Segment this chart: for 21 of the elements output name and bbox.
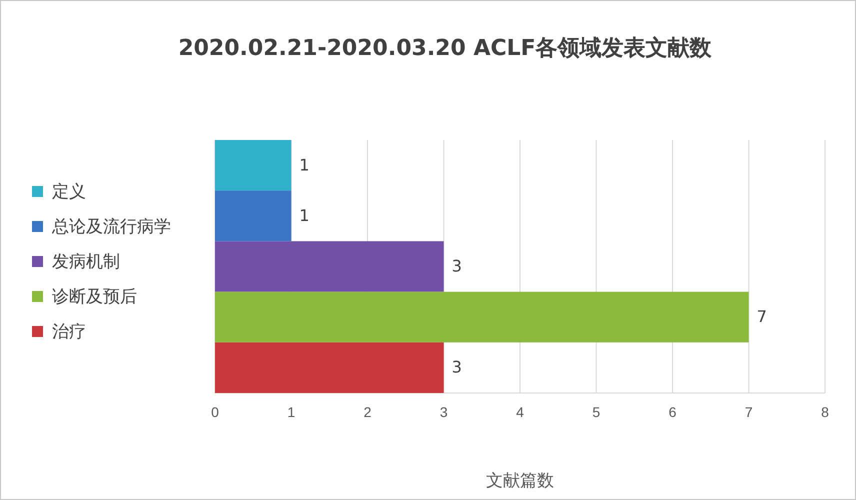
x-tick-label: 1 — [287, 404, 296, 420]
legend-label: 诊断及预后 — [52, 287, 137, 307]
data-label: 1 — [299, 206, 310, 225]
chart-title: 2020.02.21-2020.03.20 ACLF各领域发表文献数 — [178, 35, 713, 61]
legend-label: 总论及流行病学 — [51, 217, 171, 237]
data-label: 3 — [452, 256, 462, 276]
x-tick-label: 4 — [516, 404, 524, 420]
x-tick-label: 0 — [211, 404, 220, 420]
x-tick-label: 8 — [821, 404, 830, 420]
x-tick-label: 7 — [744, 404, 753, 420]
x-tick-label: 6 — [668, 404, 677, 420]
data-label: 1 — [299, 155, 310, 174]
data-label: 7 — [756, 307, 767, 326]
data-label: 3 — [452, 358, 462, 377]
x-tick-label: 2 — [364, 404, 372, 420]
x-tick-label: 5 — [592, 404, 600, 420]
x-axis-title: 文献篇数 — [486, 471, 554, 491]
legend-label: 发病机制 — [52, 252, 120, 272]
x-tick-label: 3 — [440, 404, 448, 420]
legend-label: 治疗 — [52, 322, 86, 342]
legend-label: 定义 — [52, 182, 86, 202]
